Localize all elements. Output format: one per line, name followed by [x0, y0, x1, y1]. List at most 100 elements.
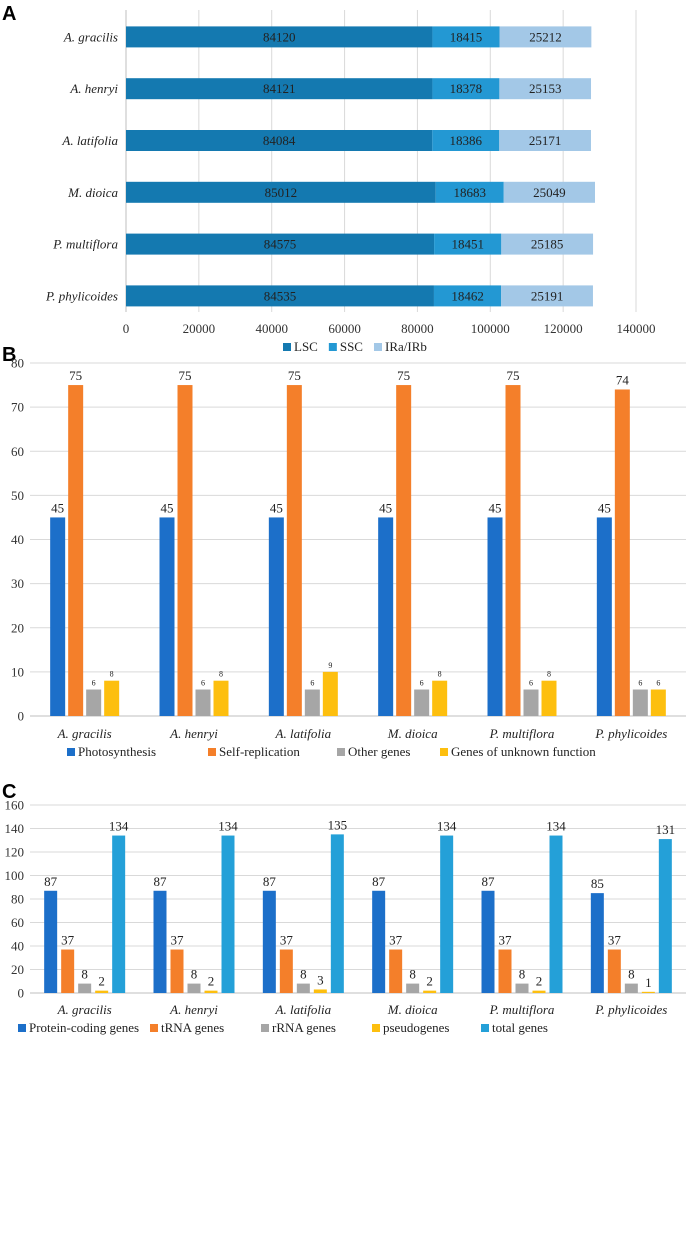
bar-self-replication-a-henryi	[177, 385, 193, 716]
bar-rrna-genes-a-gracilis	[78, 983, 92, 993]
bar-total-genes-a-henryi	[221, 835, 235, 993]
data-label: 75	[507, 368, 520, 383]
data-label: 84120	[263, 29, 296, 44]
bar-self-replication-p-phylicoides	[614, 389, 630, 716]
data-label: 2	[208, 974, 215, 989]
data-label: 135	[328, 817, 348, 832]
x-tick-label: 60000	[328, 321, 361, 336]
data-label: 37	[608, 933, 622, 948]
bar-trna-genes-a-henryi	[170, 949, 184, 993]
legend-swatch-photosynthesis	[67, 748, 75, 756]
legend-label-total-genes: total genes	[492, 1020, 548, 1035]
legend-swatch-ira-irb	[373, 343, 382, 351]
legend-label-photosynthesis: Photosynthesis	[78, 744, 156, 759]
bar-photosynthesis-m-dioica	[378, 517, 394, 716]
data-label: 45	[598, 500, 611, 515]
category-label-a-latifolia: A. latifolia	[275, 726, 332, 741]
y-tick-label: 60	[11, 444, 24, 459]
category-label-p-multiflora: P. multiflora	[489, 726, 555, 741]
data-label: 3	[317, 972, 324, 987]
bar-protein-coding-genes-a-gracilis	[44, 890, 58, 993]
data-label: 18415	[450, 29, 483, 44]
category-label-p-phylicoides: P. phylicoides	[594, 1002, 667, 1017]
data-label: 6	[420, 679, 424, 688]
legend-swatch-pseudogenes	[372, 1024, 380, 1032]
bar-lsc-a-gracilis	[126, 26, 433, 48]
bar-trna-genes-p-phylicoides	[607, 949, 621, 993]
x-tick-label: 40000	[255, 321, 288, 336]
bar-protein-coding-genes-m-dioica	[372, 890, 386, 993]
bar-total-genes-p-phylicoides	[658, 839, 672, 993]
bar-ira-irb-a-henryi	[499, 78, 592, 100]
bar-genes-of-unknown-function-p-multiflora	[541, 680, 557, 716]
legend-swatch-total-genes	[481, 1024, 489, 1032]
bar-ssc-p-multiflora	[434, 233, 502, 255]
bar-pseudogenes-a-gracilis	[95, 990, 109, 993]
bar-lsc-p-phylicoides	[126, 285, 434, 307]
data-label: 8	[519, 967, 526, 982]
bar-protein-coding-genes-p-phylicoides	[590, 893, 604, 993]
data-label: 84575	[264, 237, 297, 252]
bar-trna-genes-m-dioica	[389, 949, 403, 993]
data-label: 8	[628, 967, 635, 982]
data-label: 134	[546, 819, 566, 834]
data-label: 45	[379, 500, 392, 515]
data-label: 84084	[263, 133, 296, 148]
data-label: 85	[591, 876, 604, 891]
data-label: 8	[110, 670, 114, 679]
data-label: 2	[98, 974, 105, 989]
panel-letter-b: B	[2, 344, 16, 366]
bar-photosynthesis-p-phylicoides	[596, 517, 612, 716]
bar-pseudogenes-a-latifolia	[313, 989, 327, 993]
data-label: 6	[201, 679, 205, 688]
bar-ssc-a-henryi	[432, 78, 500, 100]
data-label: 8	[219, 670, 223, 679]
bar-ssc-p-phylicoides	[433, 285, 502, 307]
x-tick-label: 100000	[471, 321, 510, 336]
bar-other-genes-a-gracilis	[86, 689, 102, 716]
data-label: 6	[638, 679, 642, 688]
data-label: 37	[389, 933, 403, 948]
bar-ira-irb-m-dioica	[503, 181, 595, 203]
legend-label-rrna-genes: rRNA genes	[272, 1020, 336, 1035]
bar-rrna-genes-a-henryi	[187, 983, 201, 993]
bar-other-genes-a-latifolia	[304, 689, 320, 716]
data-label: 2	[536, 974, 543, 989]
y-tick-label: 80	[11, 892, 24, 907]
data-label: 18386	[450, 133, 483, 148]
panel-letter-a: A	[2, 3, 16, 25]
data-label: 84121	[263, 81, 296, 96]
y-tick-label: 40	[11, 939, 24, 954]
legend-label-protein-coding-genes: Protein-coding genes	[29, 1020, 139, 1035]
bar-trna-genes-a-latifolia	[279, 949, 293, 993]
bar-genes-of-unknown-function-m-dioica	[432, 680, 448, 716]
bar-pseudogenes-m-dioica	[423, 990, 437, 993]
y-tick-label: 10	[11, 664, 24, 679]
y-tick-label: 20	[11, 962, 24, 977]
data-label: 87	[154, 874, 168, 889]
bar-protein-coding-genes-a-latifolia	[262, 890, 276, 993]
data-label: 75	[397, 368, 410, 383]
bar-self-replication-a-latifolia	[286, 385, 302, 716]
bar-lsc-a-henryi	[126, 78, 433, 100]
data-label: 45	[489, 500, 502, 515]
y-tick-label: 30	[11, 576, 24, 591]
data-label: 8	[81, 967, 88, 982]
y-tick-label: 80	[11, 356, 24, 371]
data-label: 87	[482, 874, 496, 889]
data-label: 37	[499, 933, 513, 948]
legend-label-ira-irb: IRa/IRb	[385, 339, 427, 354]
bar-rrna-genes-m-dioica	[406, 983, 420, 993]
data-label: 8	[438, 670, 442, 679]
legend-swatch-trna-genes	[150, 1024, 158, 1032]
data-label: 6	[310, 679, 314, 688]
category-label-m-dioica: M. dioica	[387, 1002, 438, 1017]
data-label: 18378	[450, 81, 483, 96]
data-label: 18462	[451, 288, 484, 303]
x-tick-label: 140000	[617, 321, 656, 336]
category-label-a-gracilis: A. gracilis	[57, 726, 112, 741]
data-label: 75	[69, 368, 82, 383]
data-label: 8	[547, 670, 551, 679]
bar-pseudogenes-p-multiflora	[532, 990, 546, 993]
bar-total-genes-m-dioica	[440, 835, 454, 993]
